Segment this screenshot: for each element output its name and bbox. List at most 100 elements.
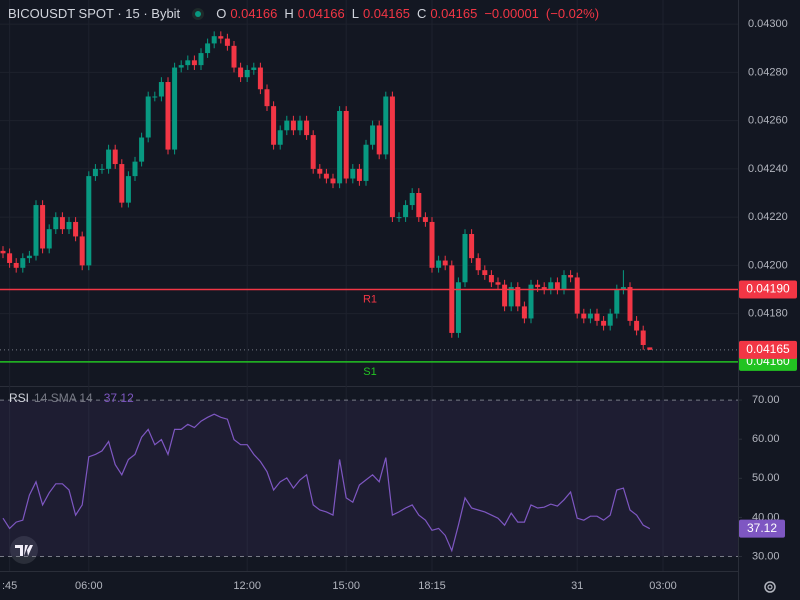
candle-body: [205, 43, 211, 54]
candle-body: [224, 38, 230, 46]
candle-body: [86, 176, 92, 266]
candle-body: [158, 82, 164, 97]
main-plot: [0, 31, 653, 350]
legend-header: BICOUSDT SPOT · 15 · Bybit O 0.04166 H 0.0…: [8, 6, 602, 21]
candle-body: [264, 89, 270, 107]
candle-body: [403, 205, 409, 218]
x-tick-label: 18:15: [418, 580, 446, 592]
close-value: 0.04165: [430, 6, 478, 21]
candle-body: [191, 60, 197, 66]
candle-body: [436, 260, 442, 268]
candle-body: [462, 234, 468, 283]
candle-body: [561, 275, 567, 290]
rsi-title: RSI: [9, 391, 30, 405]
candle-body: [383, 96, 389, 155]
candle-body: [112, 149, 118, 165]
candle-body: [508, 287, 514, 307]
candle-body: [198, 53, 204, 66]
candle-body: [238, 67, 244, 78]
candle-body: [99, 168, 105, 170]
candle-body: [139, 137, 145, 162]
candle-body: [290, 120, 296, 131]
candle-body: [475, 258, 481, 271]
rsi-value: 37.12: [103, 391, 134, 405]
y-tick-label: 0.04260: [748, 115, 788, 127]
ohlc-label: C: [416, 6, 427, 21]
x-tick-label: :45: [2, 580, 17, 592]
settings-icon[interactable]: [764, 581, 776, 593]
candle-body: [350, 168, 356, 179]
rsi-tag: [739, 519, 785, 538]
rsi-params: 14 SMA 14: [34, 391, 93, 405]
candle-body: [132, 161, 138, 177]
x-tick-label: 03:00: [649, 580, 677, 592]
ohlc-label: H: [284, 6, 294, 21]
candle-body: [442, 260, 448, 266]
candle-body: [574, 277, 580, 314]
candle-body: [521, 306, 527, 319]
candle-body: [469, 234, 475, 259]
y-tick-label: 0.04200: [748, 259, 788, 271]
candle-body: [92, 168, 98, 177]
candle-body: [554, 282, 560, 290]
candle-body: [416, 193, 422, 218]
level-tag-label: 0.04190: [746, 282, 790, 296]
symbol-title: BICOUSDT SPOT · 15 · Bybit: [8, 6, 181, 21]
candle-body: [304, 120, 310, 136]
candle-body: [330, 178, 336, 184]
last-price-tag: [739, 340, 797, 359]
candle-body: [152, 96, 158, 98]
y-tick-label: 0.04280: [748, 66, 788, 78]
candle-body: [185, 60, 191, 66]
candle-body: [211, 36, 217, 44]
candle-body: [376, 125, 382, 155]
candle-body: [634, 320, 640, 331]
last-price-label: 0.04165: [746, 342, 790, 356]
candle-body: [548, 282, 554, 290]
candle-body: [53, 217, 59, 230]
rsi-tag-label: 37.12: [747, 521, 777, 535]
level-tag: [739, 280, 797, 299]
candle-body: [231, 45, 237, 68]
candle-body: [13, 262, 19, 268]
candle-body: [541, 287, 547, 290]
candle-body: [317, 168, 323, 174]
rsi-plot: [0, 399, 738, 558]
candle-body: [106, 149, 112, 169]
candle-body: [528, 284, 534, 319]
candle-body: [172, 67, 178, 150]
change-percent: (−0.02%): [545, 6, 600, 21]
candle-body: [581, 313, 587, 319]
candle-body: [119, 164, 125, 203]
candle-body: [429, 221, 435, 268]
candle-body: [363, 144, 369, 181]
candle-body: [409, 193, 415, 206]
candle-body: [73, 221, 79, 237]
x-tick-label: 06:00: [75, 580, 103, 592]
ohlc-label: O: [216, 6, 227, 21]
candle-body: [587, 313, 593, 319]
candle-body: [251, 67, 257, 70]
candle-body: [310, 135, 316, 169]
candle-body: [46, 229, 52, 249]
x-tick-label: 12:00: [233, 580, 261, 592]
candle-body: [66, 221, 72, 230]
candle-body: [495, 282, 501, 285]
candle-body: [337, 110, 343, 184]
candle-body: [7, 253, 13, 263]
candle-body: [627, 287, 633, 321]
candle-body: [535, 284, 541, 288]
candle-body: [284, 120, 290, 131]
candle-body: [277, 130, 283, 145]
candle-body: [145, 96, 151, 138]
x-tick-label: 31: [571, 580, 583, 592]
candle-body: [125, 176, 131, 203]
level-name: S1: [363, 366, 376, 378]
high-value: 0.04166: [297, 6, 345, 21]
open-value: 0.04166: [230, 6, 278, 21]
candle-body: [40, 205, 46, 249]
candle-body: [502, 284, 508, 307]
candle-body: [488, 275, 494, 283]
